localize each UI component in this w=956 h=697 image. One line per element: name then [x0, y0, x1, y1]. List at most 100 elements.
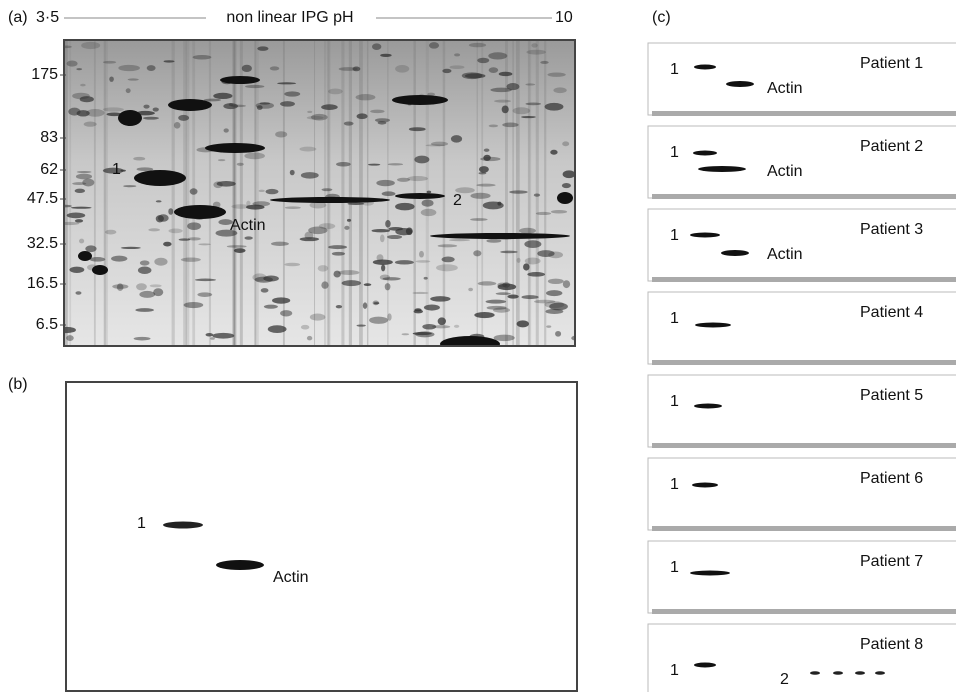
- spot: [544, 102, 564, 111]
- spot: [535, 211, 552, 216]
- spot: [413, 309, 424, 314]
- spot: [109, 76, 114, 82]
- blot-edge: [652, 526, 956, 531]
- spot: [78, 238, 85, 244]
- spot-label: 1: [670, 144, 679, 161]
- spot: [280, 101, 295, 107]
- spot: [516, 320, 529, 328]
- spot: [246, 204, 265, 210]
- streak: [69, 40, 72, 346]
- spot: [215, 229, 238, 237]
- spot: [75, 173, 93, 180]
- spot: [483, 154, 491, 161]
- spot: [412, 332, 432, 336]
- spot: [477, 281, 497, 286]
- spot-label: 1: [670, 227, 679, 244]
- streak: [528, 40, 530, 346]
- spot-label: 1: [670, 476, 679, 493]
- spot-label: Actin: [230, 217, 266, 234]
- spot: [523, 263, 530, 271]
- spot: [425, 144, 445, 147]
- spot: [333, 270, 341, 278]
- spot: [385, 220, 391, 228]
- spot: [92, 265, 108, 275]
- spot: [187, 237, 201, 241]
- spot-label: 2: [453, 192, 462, 209]
- spot: [80, 83, 86, 87]
- spot: [85, 108, 105, 117]
- spot: [525, 102, 542, 106]
- spot: [216, 560, 264, 570]
- spot: [352, 66, 361, 72]
- streak: [232, 40, 236, 346]
- spot: [263, 304, 278, 309]
- spot: [485, 299, 507, 304]
- spot: [205, 332, 214, 337]
- patient-label: Patient 3: [860, 221, 923, 238]
- spot: [102, 60, 117, 64]
- blot-edge: [652, 360, 956, 365]
- spot: [76, 171, 92, 174]
- blot-border: [647, 208, 956, 282]
- streak: [442, 40, 446, 346]
- ph-end: 10: [555, 9, 573, 26]
- spot: [143, 104, 150, 109]
- spot: [328, 245, 348, 250]
- spot: [455, 187, 475, 194]
- spot: [135, 308, 154, 312]
- mw-marker: 83: [40, 129, 58, 146]
- streak: [481, 40, 484, 346]
- spot: [79, 96, 94, 103]
- spot: [236, 162, 244, 166]
- spot: [306, 335, 313, 341]
- streak: [544, 40, 547, 346]
- spot: [442, 68, 452, 74]
- spot: [260, 288, 269, 293]
- spot: [555, 330, 562, 337]
- blot-border: [647, 291, 956, 365]
- streak: [208, 40, 212, 346]
- spot: [347, 202, 365, 206]
- streak: [348, 40, 353, 346]
- spot: [149, 284, 162, 288]
- spot: [371, 228, 391, 233]
- spot: [537, 250, 555, 258]
- spot: [356, 113, 368, 120]
- spot: [245, 84, 265, 89]
- streak: [527, 40, 532, 346]
- streak: [103, 40, 106, 346]
- spot: [501, 105, 509, 114]
- spot: [690, 570, 730, 576]
- spot: [69, 266, 85, 273]
- spot: [265, 188, 279, 195]
- spot: [289, 169, 295, 176]
- spot: [178, 238, 191, 241]
- spot: [180, 257, 201, 262]
- spot: [309, 313, 326, 321]
- spot: [346, 218, 352, 222]
- spot: [168, 99, 212, 111]
- spot: [321, 188, 333, 192]
- spot: [257, 46, 269, 51]
- spot: [111, 255, 128, 262]
- spot: [492, 307, 511, 313]
- spot: [875, 671, 885, 675]
- spot: [427, 92, 436, 96]
- blot-border: [647, 623, 956, 697]
- spot: [534, 299, 556, 304]
- spot: [75, 291, 82, 295]
- spot: [85, 245, 97, 253]
- spot: [507, 294, 519, 299]
- ph-axis-label: non linear IPG pH: [226, 9, 353, 26]
- spot: [76, 68, 83, 71]
- spot: [381, 264, 386, 272]
- spot: [212, 332, 235, 339]
- spot: [244, 152, 265, 160]
- spot: [422, 323, 437, 330]
- spot: [64, 204, 72, 208]
- streak: [282, 40, 285, 346]
- spot: [231, 204, 250, 209]
- spot: [527, 272, 546, 277]
- spot: [380, 234, 385, 243]
- streak: [255, 40, 259, 346]
